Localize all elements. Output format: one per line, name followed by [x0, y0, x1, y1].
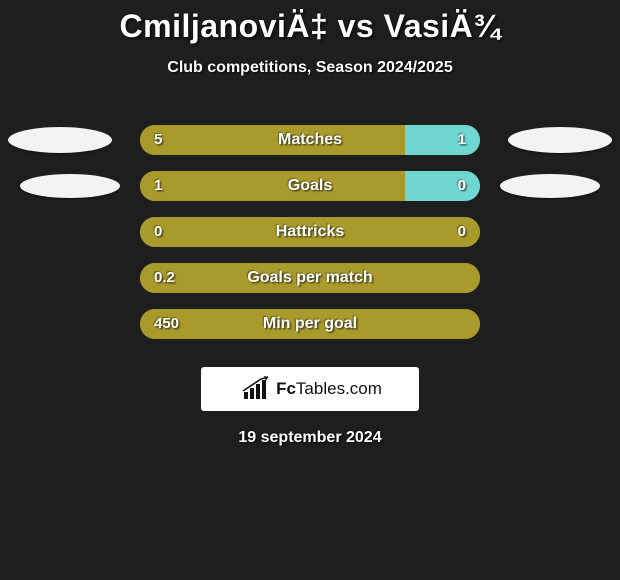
stat-bar: Hattricks00 — [140, 217, 480, 247]
subtitle: Club competitions, Season 2024/2025 — [0, 59, 620, 77]
stat-bar-left — [140, 309, 480, 339]
bar-chart-icon — [238, 376, 272, 402]
comparison-infographic: CmiljanoviÄ‡ vs VasiÄ¾ Club competitions… — [0, 0, 620, 580]
stat-row: Min per goal450 — [0, 301, 620, 347]
stat-row: Hattricks00 — [0, 209, 620, 255]
stat-row: Goals per match0.2 — [0, 255, 620, 301]
date-line: 19 september 2024 — [0, 429, 620, 447]
logo-text: FcTables.com — [276, 379, 382, 399]
stat-bar-right — [405, 125, 480, 155]
stat-rows: Matches51 Goals10 Hattricks00 Goals per mat… — [0, 117, 620, 347]
stat-bar: Min per goal450 — [140, 309, 480, 339]
stat-bar: Matches51 — [140, 125, 480, 155]
stat-bar: Goals10 — [140, 171, 480, 201]
fctables-logo: FcTables.com — [201, 367, 419, 411]
stat-bar-left — [140, 171, 405, 201]
player-right-avatar — [500, 174, 600, 198]
page-title: CmiljanoviÄ‡ vs VasiÄ¾ — [0, 0, 620, 45]
player-right-avatar — [508, 127, 612, 153]
stat-bar-left — [140, 125, 405, 155]
stat-bar: Goals per match0.2 — [140, 263, 480, 293]
stat-bar-left — [140, 263, 480, 293]
stat-bar-right — [405, 171, 480, 201]
player-left-avatar — [20, 174, 120, 198]
player-left-avatar — [8, 127, 112, 153]
stat-bar-left — [140, 217, 480, 247]
